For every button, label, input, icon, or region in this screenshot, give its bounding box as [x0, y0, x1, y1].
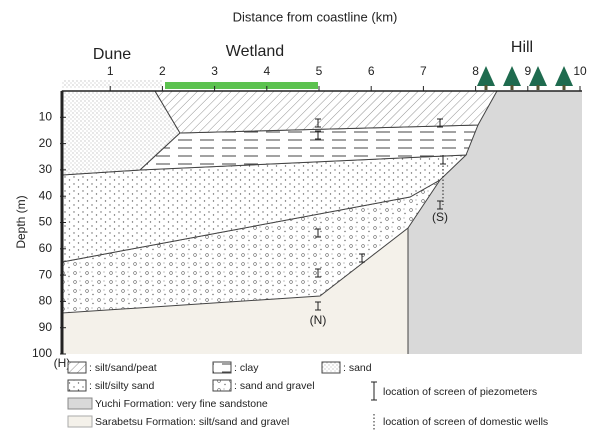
x-tick-label: 8: [472, 64, 479, 78]
region-label: Wetland: [226, 43, 284, 60]
legend-swatch: [68, 416, 92, 427]
y-axis-label: Depth (m): [14, 195, 28, 248]
well-label: (S): [432, 210, 448, 224]
legend-text: : sand: [343, 362, 372, 374]
tree-trunk: [563, 85, 566, 90]
legend-swatch: [213, 380, 231, 391]
legend-swatch: [68, 398, 92, 409]
x-tick-label: 6: [368, 64, 375, 78]
y-tick-label: 50: [39, 215, 53, 229]
grass: [165, 82, 318, 89]
legend-text: : silt/silty sand: [89, 380, 155, 392]
x-tick-label: 7: [420, 64, 427, 78]
legend-text: location of screen of piezometers: [383, 386, 537, 398]
legend-text: Sarabetsu Formation: silt/sand and grave…: [95, 416, 289, 428]
legend-text: : silt/sand/peat: [89, 362, 157, 374]
y-tick-label: 20: [39, 136, 53, 150]
y-tick-label: 30: [39, 162, 53, 176]
y-tick-label: 60: [39, 241, 53, 255]
region-label: Hill: [511, 39, 533, 56]
y-tick-label: 70: [39, 267, 53, 281]
tree: [529, 66, 547, 86]
dune-sand: [62, 80, 162, 88]
tree: [477, 66, 495, 86]
well-label: (N): [310, 313, 327, 327]
cross-section: Distance from coastline (km) Dune Wetlan…: [0, 0, 589, 432]
tree: [503, 66, 521, 86]
legend-text: : clay: [234, 362, 259, 374]
y-tick-label: 10: [39, 109, 53, 123]
tree: [555, 66, 573, 86]
x-tick-label: 1: [107, 64, 114, 78]
y-tick-label: 100: [32, 346, 52, 360]
region-label: Dune: [93, 46, 131, 63]
x-tick-label: 9: [524, 64, 531, 78]
y-tick-label: 90: [39, 320, 53, 334]
x-tick-label: 4: [263, 64, 270, 78]
legend: : silt/sand/peat : clay : sand : silt/si…: [68, 362, 548, 430]
legend-swatch: [322, 362, 340, 373]
legend-swatch: [68, 362, 86, 373]
legend-swatch: [68, 380, 86, 391]
legend-swatch: [213, 362, 231, 373]
x-tick-label: 10: [573, 64, 587, 78]
legend-text: : sand and gravel: [234, 380, 315, 392]
y-tick-label: 80: [39, 294, 53, 308]
tree-trunk: [485, 85, 488, 90]
legend-text: Yuchi Formation: very fine sandstone: [95, 398, 268, 410]
x-tick-label: 5: [316, 64, 323, 78]
x-tick-label: 3: [211, 64, 218, 78]
title: Distance from coastline (km): [233, 9, 398, 24]
tree-trunk: [511, 85, 514, 90]
page: {"header": {"title": "Distance from coas…: [0, 0, 589, 432]
x-tick-label: 2: [159, 64, 166, 78]
tree-trunk: [537, 85, 540, 90]
y-tick-label: 40: [39, 188, 53, 202]
legend-text: location of screen of domestic wells: [383, 416, 548, 428]
